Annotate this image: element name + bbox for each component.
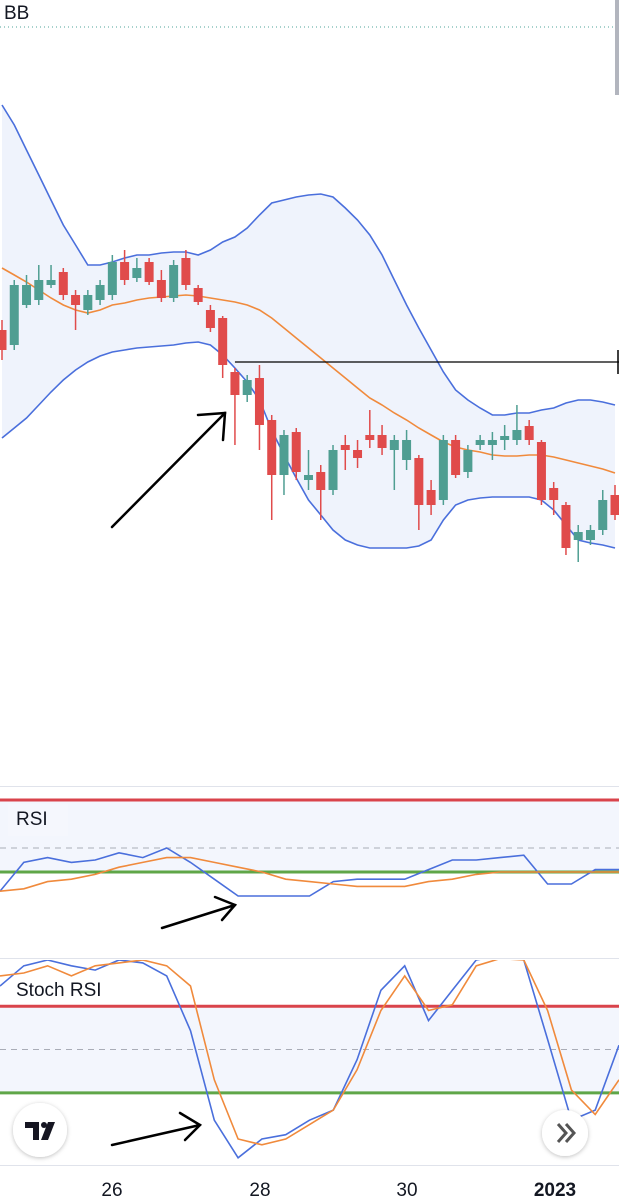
level-fill xyxy=(0,800,619,872)
x-tick-label: 26 xyxy=(101,1180,122,1200)
candle-body xyxy=(22,285,32,305)
candle-body xyxy=(144,262,154,282)
candle-body xyxy=(389,440,399,450)
indicator-line xyxy=(0,960,619,1159)
label-bg xyxy=(8,804,68,836)
candle-body xyxy=(132,268,142,278)
candle-body xyxy=(267,420,277,475)
candle-body xyxy=(169,265,179,298)
candle-body xyxy=(230,372,240,395)
band-line xyxy=(1,341,616,549)
candle-body xyxy=(316,472,326,490)
logo-button[interactable] xyxy=(13,1103,67,1157)
candle-body xyxy=(402,440,412,460)
price-pane xyxy=(0,104,619,562)
candle-body xyxy=(500,436,510,440)
candle-body xyxy=(463,450,473,472)
band-line xyxy=(1,267,616,474)
candle-body xyxy=(549,488,559,500)
candle-body xyxy=(426,490,436,505)
pane-title: RSI xyxy=(16,809,48,830)
candle-body xyxy=(536,442,546,500)
candle-body xyxy=(83,295,93,310)
indicator-line xyxy=(0,847,619,897)
candle-body xyxy=(9,285,19,345)
x-tick-label: 30 xyxy=(396,1180,417,1200)
indicator-line xyxy=(0,960,619,1146)
candle-body xyxy=(181,258,191,285)
candle-body xyxy=(475,440,485,445)
indicator-line xyxy=(0,856,619,892)
candle-body xyxy=(58,272,68,295)
candle-body xyxy=(242,380,252,395)
candle-body xyxy=(120,262,130,280)
x-tick-label: 2023 xyxy=(534,1180,576,1200)
candle-body xyxy=(107,262,117,295)
candle-body xyxy=(512,430,522,440)
stoch-pane xyxy=(0,960,619,1159)
candle-body xyxy=(414,458,424,505)
candle-body xyxy=(34,280,44,300)
candle-body xyxy=(279,435,289,475)
price-scale-edge xyxy=(615,0,619,95)
band-fill xyxy=(2,105,615,548)
pane-title: BB xyxy=(4,3,29,24)
candle-body xyxy=(304,475,313,480)
candle-body xyxy=(254,378,264,425)
candle-body xyxy=(46,280,56,285)
candle-body xyxy=(95,285,105,300)
candle-body xyxy=(585,530,595,540)
candle-body xyxy=(205,310,215,328)
candle-body xyxy=(598,500,608,530)
candle-body xyxy=(487,440,497,445)
candle-body xyxy=(218,318,228,365)
rsi-pane xyxy=(0,798,619,897)
candle-body xyxy=(328,450,338,490)
candle-body xyxy=(353,450,363,458)
candle-body xyxy=(377,435,387,448)
candle-body xyxy=(71,295,81,305)
scroll-button[interactable] xyxy=(542,1110,588,1156)
candle-body xyxy=(610,495,619,515)
candle-body xyxy=(156,280,166,298)
pane-title: Stoch RSI xyxy=(16,980,102,1001)
arrows xyxy=(110,411,238,1147)
candle-body xyxy=(451,440,461,475)
band-line xyxy=(1,104,616,416)
candle-body xyxy=(573,532,583,540)
candle-body xyxy=(0,330,7,350)
candle-body xyxy=(561,505,571,548)
candle-body xyxy=(365,435,375,440)
candle-body xyxy=(340,445,350,450)
x-tick-label: 28 xyxy=(249,1180,270,1200)
candle-body xyxy=(291,432,301,472)
candle-body xyxy=(193,288,203,302)
candle-body xyxy=(524,426,534,440)
candle-body xyxy=(438,440,448,500)
